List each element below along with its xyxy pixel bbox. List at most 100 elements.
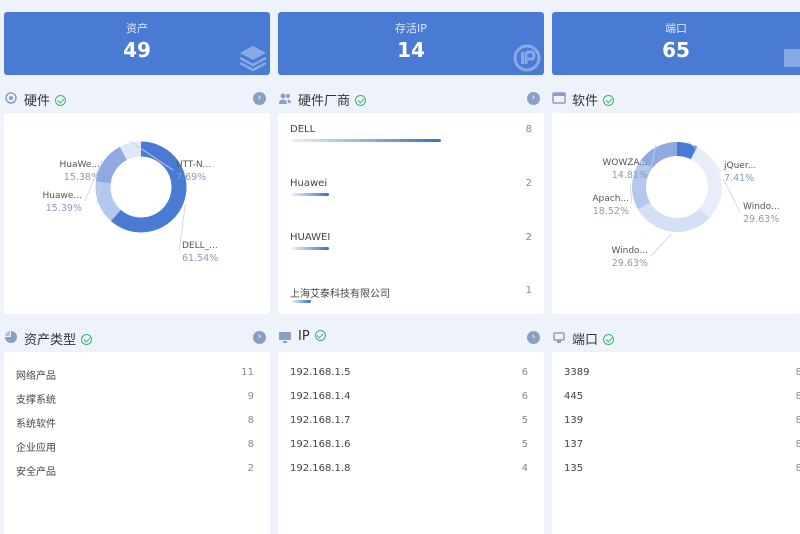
panel-title: 软件 xyxy=(572,90,615,109)
list-item[interactable]: 192.168.1.6 5 xyxy=(290,439,528,457)
slice-label: Windo... xyxy=(611,246,648,256)
software-donut-chart: jQuer... 7.41% Windo... 29.63% Windo... 29.63… xyxy=(592,140,780,269)
vendor-count: 8 xyxy=(525,124,532,135)
donut-slice[interactable] xyxy=(110,141,187,233)
ports-card: 3389 8 445 8 139 8 137 8 135 8 xyxy=(552,352,800,534)
item-name: 139 xyxy=(564,415,584,426)
list-item[interactable]: 137 8 xyxy=(564,439,800,457)
check-icon xyxy=(314,330,326,341)
vendor-row[interactable]: HUAWEI 2 xyxy=(290,232,532,256)
item-count: 11 xyxy=(241,367,254,378)
asset-types-card: 网络产品 11 支撑系统 9 系统软件 8 企业应用 8 安全产品 2 xyxy=(4,352,270,534)
item-name: 192.168.1.5 xyxy=(290,367,351,378)
item-count: 6 xyxy=(521,391,528,402)
stat-value: 14 xyxy=(397,38,425,62)
list-item[interactable]: 安全产品 2 xyxy=(16,463,254,481)
panel-title: 端口 xyxy=(572,329,615,348)
donut-slice[interactable] xyxy=(638,202,710,232)
more-button[interactable]: › xyxy=(527,331,540,344)
panel-header-software: 软件 › xyxy=(552,88,800,110)
list-item[interactable]: 192.168.1.5 6 xyxy=(290,367,528,385)
window-icon xyxy=(552,92,566,104)
slice-value-label: 15.39% xyxy=(46,203,82,214)
item-name: 支撑系统 xyxy=(16,395,56,406)
hardware-donut-chart: DELL_... 61.54% HuaWe... 15.38% Huawe... 15.3… xyxy=(43,140,218,264)
vendor-count: 2 xyxy=(525,232,532,243)
stat-card-live-ip[interactable]: 存活IP 14 xyxy=(278,12,544,75)
port-icon xyxy=(553,332,565,343)
stat-label: 存活IP xyxy=(395,22,427,35)
check-icon xyxy=(603,95,615,106)
leader-line xyxy=(650,233,672,257)
vendor-row[interactable]: Huawei 2 xyxy=(290,178,532,202)
more-button[interactable]: › xyxy=(253,331,266,344)
item-count: 5 xyxy=(521,415,528,426)
stat-value: 65 xyxy=(662,38,690,62)
item-name: 网络产品 xyxy=(16,371,56,382)
slice-value-label: 14.81% xyxy=(612,170,648,181)
donut-slice[interactable] xyxy=(119,141,142,161)
donut-slice[interactable] xyxy=(95,181,122,222)
leader-line xyxy=(178,203,186,252)
vendor-bar xyxy=(292,193,330,196)
slice-label: WOWZA... xyxy=(602,158,648,168)
list-item[interactable]: 企业应用 8 xyxy=(16,439,254,457)
list-item[interactable]: 139 8 xyxy=(564,415,800,433)
more-button[interactable]: › xyxy=(253,92,266,105)
list-item[interactable]: 支撑系统 9 xyxy=(16,391,254,409)
stat-label: 资产 xyxy=(126,22,148,35)
panel-header-ports: 端口 xyxy=(552,327,800,349)
donut-slice[interactable] xyxy=(690,146,722,218)
item-count: 8 xyxy=(795,367,800,378)
vendor-card: DELL 8 Huawei 2 HUAWEI 2 上海艾泰科技有限公司 1 xyxy=(278,113,544,314)
vendor-row[interactable]: DELL 8 xyxy=(290,124,532,148)
slice-label: HuaWe... xyxy=(60,160,100,170)
pie-icon xyxy=(5,331,17,343)
vendor-row[interactable]: 上海艾泰科技有限公司 1 xyxy=(290,285,532,309)
vendor-name: DELL xyxy=(290,124,316,135)
item-count: 8 xyxy=(795,391,800,402)
stat-card-ports[interactable]: 端口 65 xyxy=(552,12,800,75)
item-count: 9 xyxy=(247,391,254,402)
item-name: 445 xyxy=(564,391,584,402)
monitor-icon xyxy=(279,332,291,343)
list-item[interactable]: 192.168.1.7 5 xyxy=(290,415,528,433)
vendor-name: Huawei xyxy=(290,178,328,189)
list-item[interactable]: 网络产品 11 xyxy=(16,367,254,385)
list-item[interactable]: 3389 8 xyxy=(564,367,800,385)
plug-icon xyxy=(784,49,800,67)
item-name: 企业应用 xyxy=(16,443,56,454)
list-item[interactable]: 系统软件 8 xyxy=(16,415,254,433)
ip-icon xyxy=(513,44,541,72)
item-name: 137 xyxy=(564,439,584,450)
donut-slice[interactable] xyxy=(676,142,698,160)
item-name: 3389 xyxy=(564,367,590,378)
slice-value-label: 61.54% xyxy=(182,253,218,264)
panel-header-vendor: 硬件厂商 › xyxy=(278,88,540,110)
list-item[interactable]: 192.168.1.4 6 xyxy=(290,391,528,409)
list-item[interactable]: 192.168.1.8 4 xyxy=(290,463,528,481)
item-count: 4 xyxy=(521,463,528,474)
leader-line xyxy=(129,140,174,171)
item-count: 2 xyxy=(247,463,254,474)
panel-header-hardware: 硬件 › xyxy=(4,88,266,110)
item-name: 192.168.1.6 xyxy=(290,439,351,450)
more-button[interactable]: › xyxy=(527,92,540,105)
vendor-count: 2 xyxy=(525,178,532,189)
donut-slice[interactable] xyxy=(632,160,653,210)
donut-slice[interactable] xyxy=(95,146,128,184)
slice-label: Apach... xyxy=(592,194,629,204)
item-name: 192.168.1.8 xyxy=(290,463,351,474)
item-name: 系统软件 xyxy=(16,419,56,430)
slice-value-label: 7.41% xyxy=(724,173,754,184)
check-icon xyxy=(603,334,615,345)
leader-line xyxy=(722,178,741,213)
slice-value-label: 29.63% xyxy=(612,258,648,269)
donut-slice[interactable] xyxy=(640,142,678,169)
vendor-name: 上海艾泰科技有限公司 xyxy=(290,289,390,300)
stat-card-assets[interactable]: 资产 49 xyxy=(4,12,270,75)
ip-card: 192.168.1.5 6 192.168.1.4 6 192.168.1.7 … xyxy=(278,352,544,534)
list-item[interactable]: 135 8 xyxy=(564,463,800,481)
list-item[interactable]: 445 8 xyxy=(564,391,800,409)
panel-title: 硬件厂商 xyxy=(298,90,367,109)
